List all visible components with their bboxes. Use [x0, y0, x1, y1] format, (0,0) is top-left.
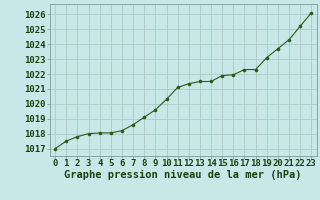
X-axis label: Graphe pression niveau de la mer (hPa): Graphe pression niveau de la mer (hPa) [64, 170, 302, 180]
